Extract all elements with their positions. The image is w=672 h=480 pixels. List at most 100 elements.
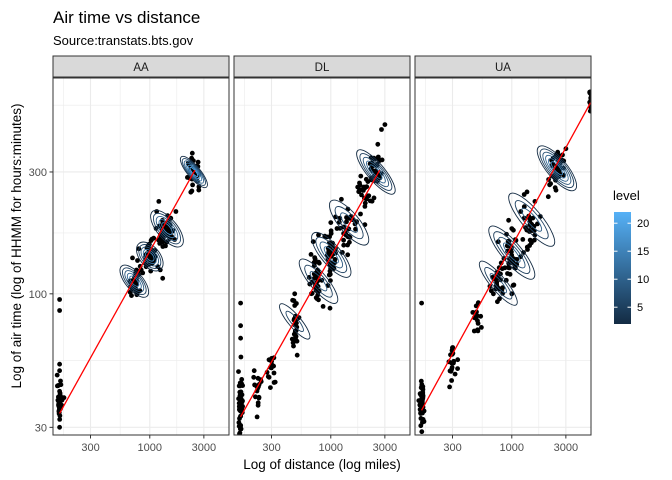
data-point: [341, 242, 347, 248]
data-point: [316, 232, 321, 238]
data-point: [475, 318, 480, 324]
data-point: [251, 374, 257, 380]
legend-tick-label: 5: [637, 302, 643, 314]
facet-strip: [52, 55, 230, 78]
density-contour: [122, 267, 147, 295]
data-point: [337, 225, 343, 231]
density-contour: [119, 264, 150, 298]
data-point: [479, 325, 484, 330]
fit-line: [421, 102, 591, 411]
density-contour: [478, 260, 518, 306]
data-point: [550, 155, 556, 161]
data-point: [237, 416, 242, 421]
data-point: [188, 189, 194, 195]
data-point: [491, 291, 496, 297]
y-tick-label: 100: [29, 289, 47, 301]
data-point: [449, 365, 455, 370]
data-point: [452, 371, 458, 377]
data-point: [148, 238, 154, 243]
data-point: [253, 394, 258, 400]
data-point: [344, 219, 349, 225]
density-contour: [285, 310, 304, 332]
data-point: [255, 375, 261, 381]
data-point: [449, 378, 454, 383]
data-point: [237, 433, 243, 435]
data-point: [237, 436, 242, 441]
data-point: [521, 192, 527, 197]
y-axis: 30 100 300: [29, 167, 53, 434]
data-point: [265, 374, 271, 379]
data-point: [525, 247, 530, 252]
facet-panels: AA 300 1000 3000 DL 300 1000 3000 UA 300 1000 3000: [52, 55, 592, 460]
panel-background: [53, 78, 229, 435]
x-axis: 300 1000 3000: [443, 435, 578, 454]
x-tick-label: 3000: [192, 442, 216, 454]
density-contour: [142, 248, 157, 265]
density-contour: [124, 270, 145, 293]
data-point: [530, 215, 536, 221]
data-point: [555, 153, 560, 158]
density-contour: [179, 155, 208, 189]
data-point: [447, 384, 452, 390]
legend: level 5 10 15 20: [613, 188, 649, 324]
data-point: [54, 372, 60, 378]
data-point: [237, 402, 243, 408]
data-point: [357, 180, 362, 186]
data-point: [268, 385, 273, 390]
density-contour: [181, 158, 206, 186]
x-tick-label: 300: [81, 442, 99, 454]
data-point: [339, 196, 344, 202]
data-point: [160, 239, 165, 245]
density-contour: [158, 219, 176, 239]
data-point: [290, 297, 295, 303]
density-contour: [365, 160, 386, 184]
data-point: [163, 243, 168, 249]
chart-title: Air time vs distance: [53, 8, 200, 27]
plot-area: [416, 89, 591, 435]
data-point: [58, 378, 63, 384]
data-point: [418, 397, 424, 403]
x-axis-title: Log of distance (log miles): [243, 457, 401, 472]
data-point: [328, 278, 333, 283]
data-point: [57, 388, 62, 394]
data-point: [382, 122, 388, 127]
facet-strip-label: AA: [133, 62, 149, 74]
x-tick-label: 1000: [500, 442, 524, 454]
density-contour: [340, 212, 359, 233]
data-point: [251, 368, 257, 374]
density-contour: [503, 242, 521, 263]
facet-dl: DL 300 1000 3000: [233, 55, 411, 460]
data-point: [587, 108, 591, 114]
facet-ua: UA 300 1000 3000: [414, 55, 592, 454]
grid: [415, 78, 591, 435]
fit-line: [240, 169, 381, 418]
density-contour: [329, 199, 370, 246]
data-point: [292, 291, 298, 297]
data-point: [341, 237, 346, 243]
data-point: [291, 331, 297, 337]
data-point: [294, 320, 299, 326]
legend-colorbar: [614, 212, 631, 324]
x-tick-label: 3000: [373, 442, 397, 454]
plot-area: [235, 122, 396, 460]
density-contour: [155, 216, 179, 242]
panel-border: [233, 77, 411, 436]
data-point: [236, 369, 241, 374]
data-point: [419, 300, 424, 306]
data-point: [291, 343, 296, 349]
data-point: [545, 194, 551, 200]
facet-strip: [414, 55, 592, 78]
data-point: [511, 282, 517, 288]
data-point: [57, 417, 63, 422]
data-point: [548, 181, 553, 187]
data-point: [316, 260, 322, 266]
density-contour: [489, 273, 507, 294]
data-point: [238, 300, 244, 306]
data-point: [419, 429, 425, 435]
data-point: [421, 419, 427, 424]
data-point: [552, 185, 558, 191]
data-point: [345, 252, 351, 258]
data-point: [235, 455, 240, 460]
data-point: [520, 237, 526, 242]
legend-tick-label: 15: [637, 246, 649, 258]
